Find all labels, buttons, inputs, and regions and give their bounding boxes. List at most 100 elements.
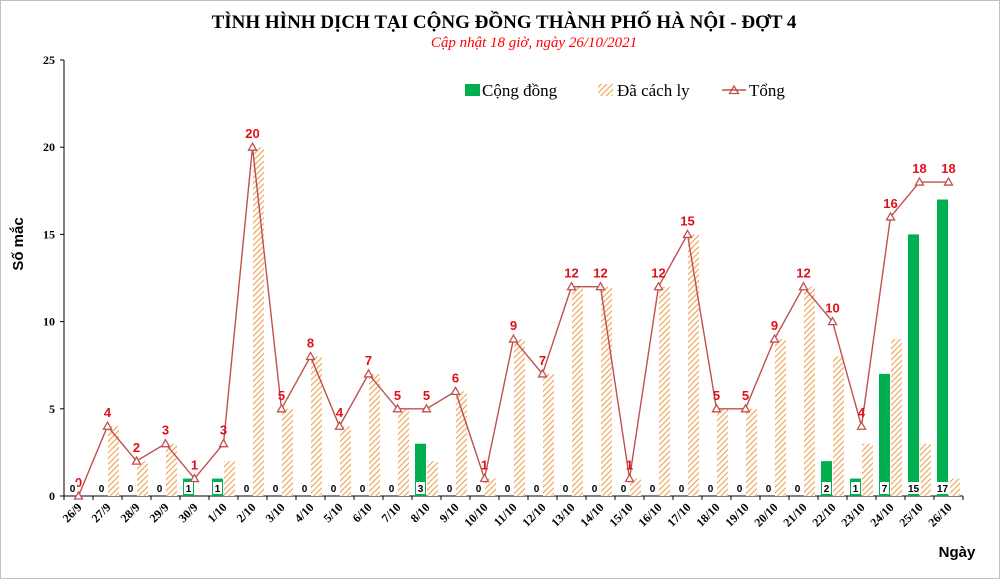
community-label: 0	[708, 484, 714, 495]
quarantined-bar	[369, 373, 380, 496]
community-label-bg	[97, 482, 106, 494]
x-tick-label: 19/10	[722, 500, 751, 529]
quarantined-bar	[775, 339, 786, 496]
legend-label-community: Cộng đồng	[482, 81, 558, 100]
total-point	[682, 229, 693, 239]
community-label: 0	[621, 484, 627, 495]
total-point	[334, 420, 345, 430]
total-point	[508, 333, 519, 343]
total-point	[537, 368, 548, 378]
total-point	[276, 403, 287, 413]
quarantined-bar	[862, 443, 873, 496]
community-label-bg	[416, 482, 425, 494]
x-tick-label: 2/10	[234, 500, 259, 525]
total-label: 5	[394, 388, 401, 403]
community-label-bg	[706, 482, 715, 494]
total-label: 9	[771, 318, 778, 333]
total-label: 12	[564, 266, 578, 281]
quarantined-bar	[166, 443, 177, 496]
total-point	[914, 176, 925, 186]
x-tick-label: 20/10	[751, 500, 780, 529]
quarantined-bar	[601, 286, 612, 496]
total-label: 12	[796, 266, 810, 281]
total-point	[131, 455, 142, 465]
y-axis-title: Số mắc	[9, 217, 27, 270]
x-tick-label: 1/10	[205, 500, 230, 525]
x-tick-label: 23/10	[838, 500, 867, 529]
x-tick-label: 8/10	[408, 500, 433, 525]
chart-title: TÌNH HÌNH DỊCH TẠI CỘNG ĐỒNG THÀNH PHỐ H…	[212, 11, 797, 33]
community-label-bg	[561, 482, 570, 494]
total-label: 7	[539, 353, 546, 368]
total-label: 8	[307, 335, 314, 350]
community-label: 1	[186, 484, 192, 495]
chart-subtitle: Cập nhật 18 giờ, ngày 26/10/2021	[431, 35, 637, 51]
quarantined-bar	[630, 478, 641, 496]
total-label: 7	[365, 353, 372, 368]
total-label: 20	[245, 126, 259, 141]
quarantined-bar	[137, 461, 148, 496]
community-label: 0	[505, 484, 511, 495]
community-label-bg	[474, 482, 483, 494]
community-label-bg	[822, 482, 831, 494]
total-point	[218, 438, 229, 448]
quarantined-bar	[572, 286, 583, 496]
quarantined-bar	[920, 443, 931, 496]
community-label: 0	[273, 484, 279, 495]
community-bar	[937, 199, 948, 496]
community-label: 7	[882, 484, 888, 495]
community-label-bg	[213, 482, 222, 494]
x-tick-label: 11/10	[491, 500, 520, 529]
quarantined-bar	[427, 461, 438, 496]
x-tick-label: 15/10	[606, 500, 635, 529]
community-label-bg	[880, 482, 889, 494]
community-bar	[821, 461, 832, 496]
community-label-bg	[532, 482, 541, 494]
total-point	[160, 438, 171, 448]
quarantined-bar	[398, 408, 409, 496]
legend-label-total: Tổng	[749, 81, 785, 100]
community-label: 2	[824, 484, 830, 495]
total-label: 5	[278, 388, 285, 403]
x-tick-label: 10/10	[461, 500, 490, 529]
x-tick-label: 22/10	[809, 500, 838, 529]
y-tick-label: 5	[49, 402, 55, 416]
community-label-bg	[184, 482, 193, 494]
legend-item-quarantined: Đã cách ly	[598, 81, 690, 100]
x-tick-label: 29/9	[147, 500, 172, 525]
x-tick-label: 7/10	[379, 500, 404, 525]
community-label: 15	[908, 484, 920, 495]
total-label: 12	[593, 266, 607, 281]
quarantined-bar	[891, 339, 902, 496]
quarantined-bar	[253, 147, 264, 496]
x-tick-label: 13/10	[548, 500, 577, 529]
quarantined-bar	[543, 373, 554, 496]
total-label: 0	[75, 475, 82, 490]
total-point	[421, 403, 432, 413]
community-label: 0	[476, 484, 482, 495]
total-label: 5	[742, 388, 749, 403]
x-tick-label: 28/9	[118, 500, 143, 525]
quarantined-bar	[688, 234, 699, 496]
y-tick-label: 15	[43, 227, 55, 241]
quarantined-bar	[833, 356, 844, 496]
community-label: 0	[679, 484, 685, 495]
y-tick-label: 0	[49, 489, 55, 503]
community-label: 0	[70, 484, 76, 495]
x-tick-label: 18/10	[693, 500, 722, 529]
total-label: 18	[912, 161, 926, 176]
community-label-bg	[851, 482, 860, 494]
x-tick-label: 3/10	[263, 500, 288, 525]
quarantined-bar	[514, 339, 525, 496]
community-label: 0	[766, 484, 772, 495]
total-label: 6	[452, 370, 459, 385]
community-label-bg	[329, 482, 338, 494]
quarantined-bar	[804, 286, 815, 496]
community-label-bg	[935, 482, 950, 494]
total-point	[711, 403, 722, 413]
community-label: 0	[534, 484, 540, 495]
community-bar	[908, 234, 919, 496]
community-label-bg	[906, 482, 921, 494]
quarantined-bar	[717, 408, 728, 496]
